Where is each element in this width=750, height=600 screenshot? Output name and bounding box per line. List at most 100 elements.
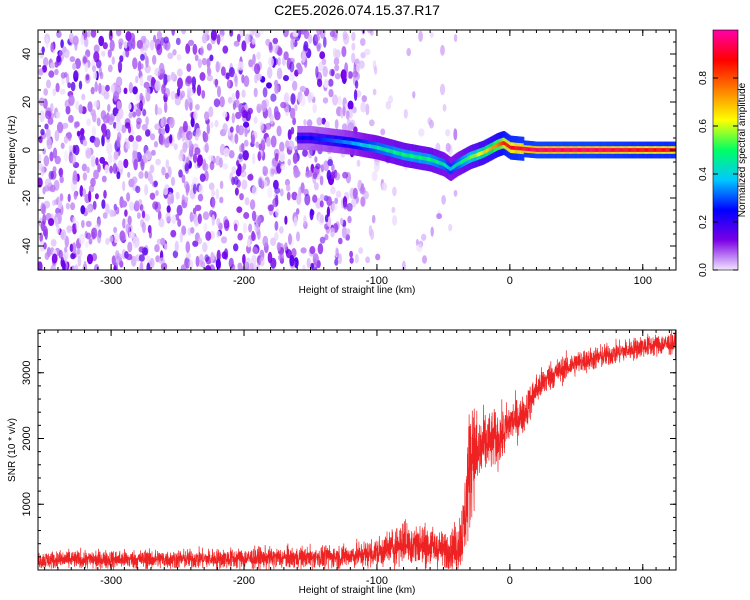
noise-blob <box>145 116 149 126</box>
noise-blob <box>82 188 87 198</box>
ridge-core <box>327 138 329 142</box>
noise-blob <box>106 142 113 155</box>
ridge-core <box>344 140 346 144</box>
ridge-core <box>557 148 560 152</box>
noise-blob <box>52 88 57 97</box>
ridge-core <box>431 158 433 162</box>
noise-blob <box>305 170 311 178</box>
noise-blob <box>299 85 306 93</box>
noise-blob <box>392 215 398 226</box>
ridge-core <box>555 148 558 152</box>
noise-blob <box>309 246 316 255</box>
noise-blob <box>302 30 308 35</box>
noise-blob <box>286 184 291 192</box>
noise-blob <box>302 264 306 270</box>
noise-blob <box>238 153 243 160</box>
noise-blob <box>351 42 356 51</box>
ridge-core <box>469 155 472 160</box>
noise-blob <box>113 150 119 160</box>
noise-blob <box>371 214 376 224</box>
noise-blob <box>251 254 257 266</box>
noise-blob <box>321 117 327 125</box>
ridge-core <box>611 148 614 152</box>
noise-blob <box>178 153 184 162</box>
noise-blob <box>119 260 124 268</box>
noise-blob <box>149 192 156 200</box>
noise-blob <box>259 256 265 267</box>
ridge-core <box>359 142 362 147</box>
noise-blob <box>158 257 165 265</box>
noise-blob <box>55 111 61 119</box>
noise-blob <box>75 100 80 110</box>
noise-blob <box>219 180 224 190</box>
noise-blob <box>216 218 221 227</box>
noise-blob <box>280 101 287 109</box>
noise-blob <box>161 166 166 176</box>
figure-title: C2E5.2026.074.15.37.R17 <box>274 2 440 18</box>
noise-blob <box>288 57 295 64</box>
noise-blob <box>354 253 359 264</box>
ridge-core <box>585 148 588 152</box>
snr-marks <box>38 330 676 570</box>
noise-blob <box>170 90 176 100</box>
noise-blob <box>324 233 329 241</box>
noise-blob <box>284 242 288 252</box>
noise-blob <box>233 223 238 232</box>
ridge-core <box>527 147 530 152</box>
noise-blob <box>116 136 121 147</box>
noise-blob <box>154 244 160 253</box>
noise-blob <box>239 144 243 153</box>
noise-blob <box>105 84 110 92</box>
noise-blob <box>50 264 57 270</box>
noise-blob <box>185 43 191 54</box>
noise-blob <box>253 116 258 124</box>
ridge-core <box>519 146 522 151</box>
noise-blob <box>300 182 305 194</box>
noise-blob <box>154 67 161 77</box>
noise-blob <box>210 121 214 129</box>
noise-blob <box>162 187 169 196</box>
ridge-core <box>333 138 336 143</box>
noise-blob <box>84 61 89 73</box>
noise-blob <box>80 128 85 136</box>
noise-blob <box>90 30 97 38</box>
noise-blob <box>340 217 344 226</box>
y-tick-label: -40 <box>21 238 33 254</box>
noise-blob <box>289 71 295 82</box>
noise-blob <box>282 30 289 38</box>
noise-blob <box>147 171 152 182</box>
ridge-core <box>471 154 474 159</box>
ridge-core <box>411 154 413 158</box>
noise-blob <box>116 30 122 37</box>
noise-blob <box>141 124 148 131</box>
noise-blob <box>269 167 275 178</box>
noise-blob <box>214 78 219 88</box>
ridge-core <box>302 136 305 140</box>
noise-blob <box>127 215 132 226</box>
noise-blob <box>85 232 92 240</box>
noise-blob <box>82 56 87 64</box>
noise-blob <box>136 121 141 130</box>
noise-blob <box>68 94 75 106</box>
ridge-core <box>633 148 635 152</box>
noise-blob <box>192 153 198 164</box>
noise-blob <box>234 99 240 108</box>
noise-blob <box>358 247 364 254</box>
noise-blob <box>56 121 64 134</box>
ridge-core <box>604 148 607 152</box>
noise-blob <box>442 104 447 112</box>
noise-blob <box>68 114 74 123</box>
noise-blob <box>124 209 128 217</box>
noise-blob <box>71 154 76 166</box>
noise-blob <box>126 192 131 202</box>
noise-blob <box>113 121 117 129</box>
noise-blob <box>249 30 255 37</box>
noise-blob <box>251 210 257 222</box>
ridge-core <box>580 148 582 152</box>
ridge-core <box>605 148 608 152</box>
noise-blob <box>270 93 277 102</box>
noise-blob <box>309 208 314 221</box>
noise-blob <box>346 202 353 212</box>
noise-blob <box>216 34 221 45</box>
